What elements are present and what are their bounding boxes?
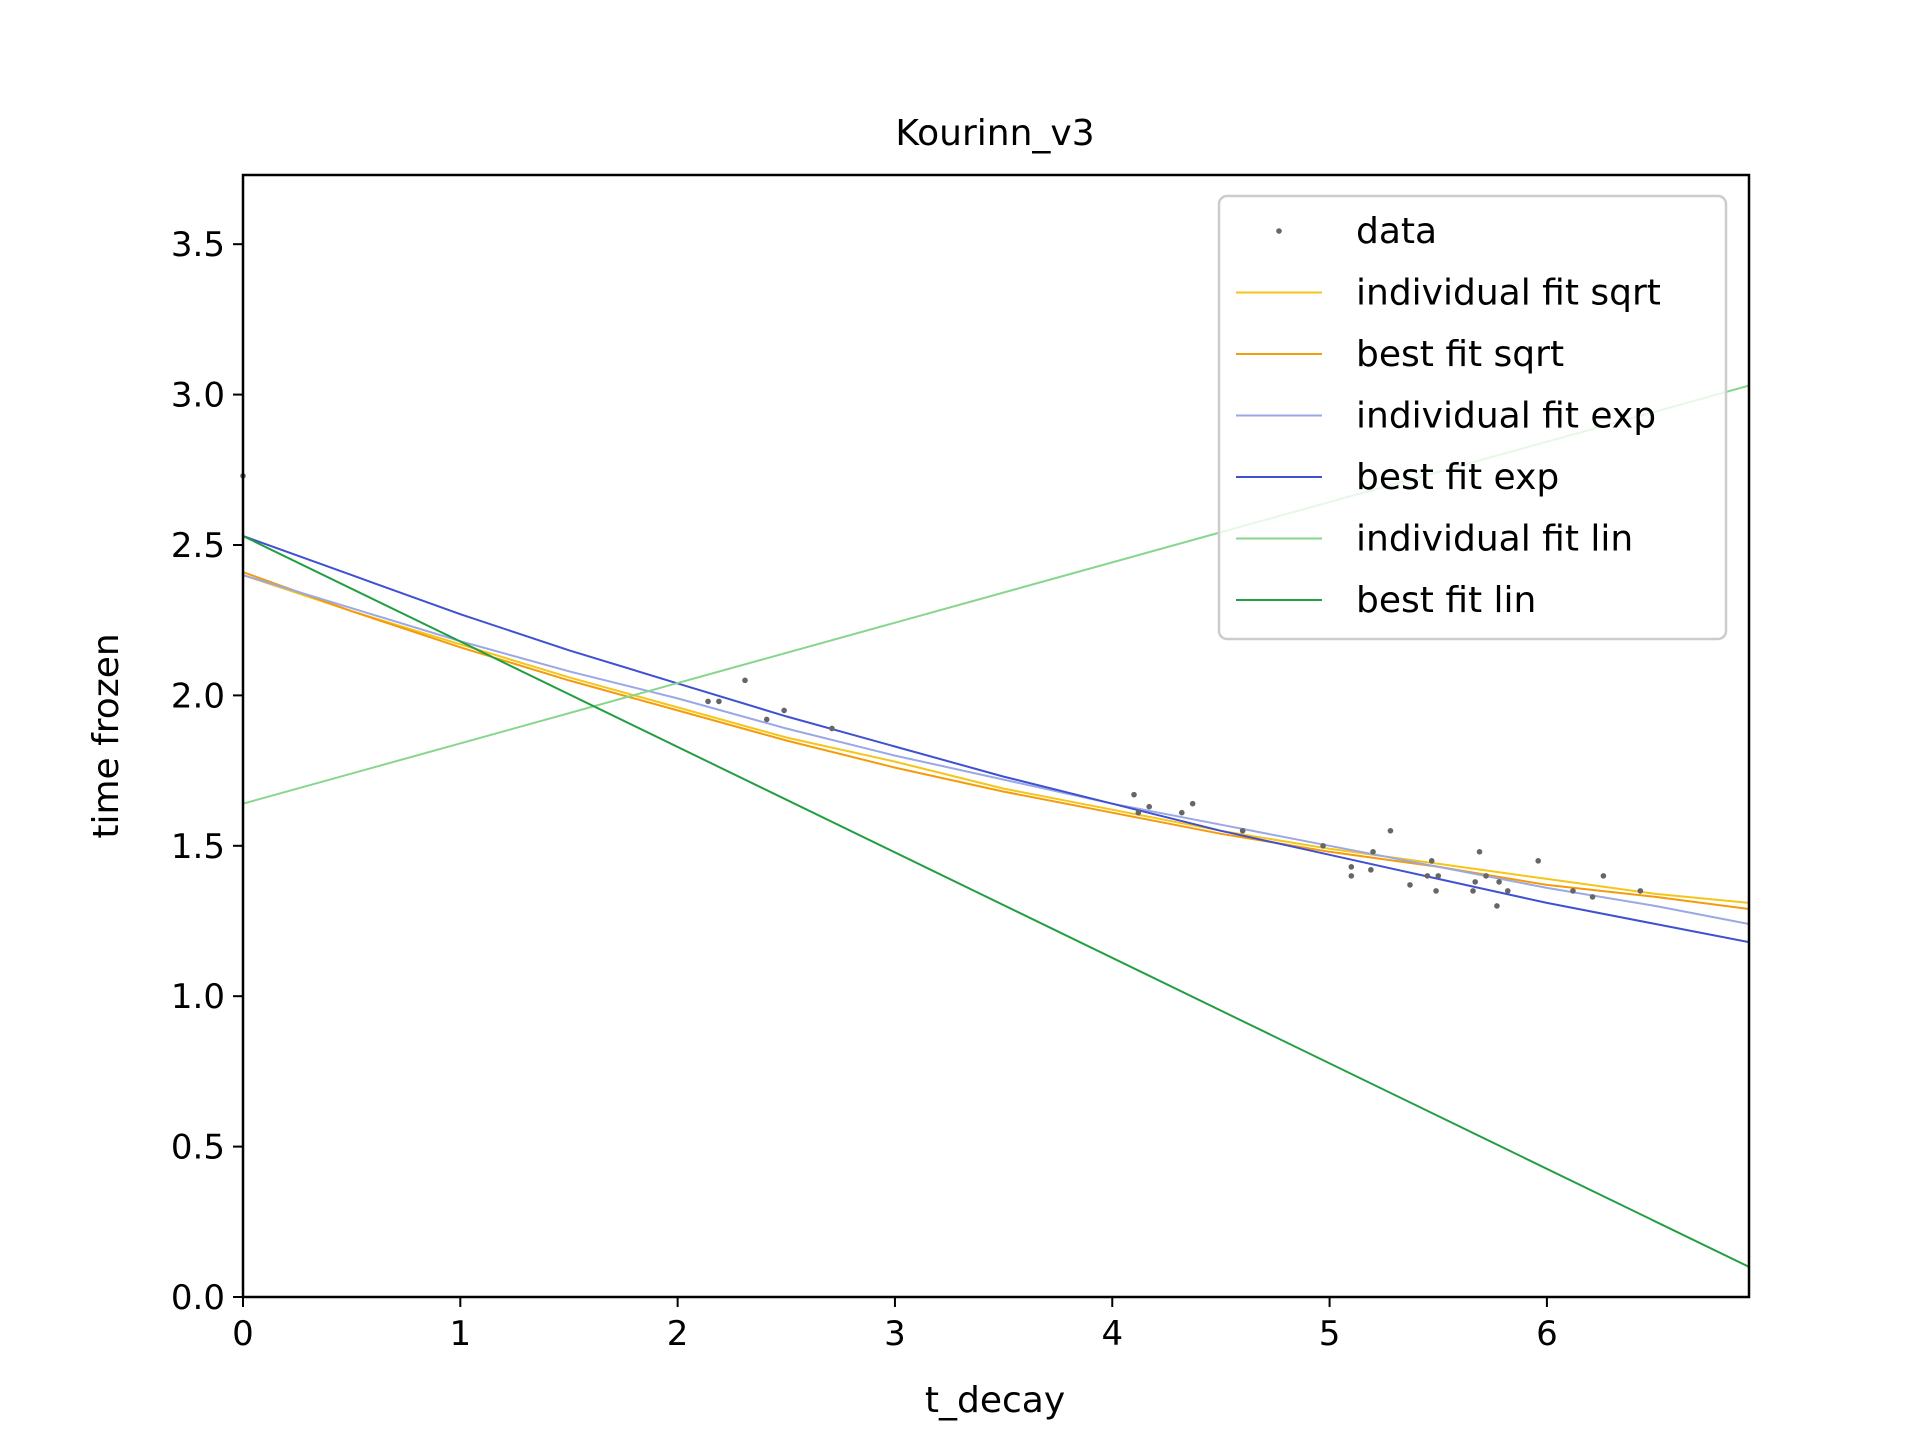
x-tick-label: 3	[884, 1314, 906, 1354]
data-point	[1146, 803, 1153, 810]
data-point	[1433, 888, 1439, 894]
y-tick-label: 0.0	[171, 1278, 225, 1318]
data-point	[1368, 867, 1374, 873]
chart-title: Kourinn_v3	[895, 113, 1094, 154]
data-point	[1494, 903, 1500, 909]
data-points	[240, 473, 1644, 909]
x-tick-label: 2	[667, 1314, 689, 1354]
y-tick-label: 3.0	[171, 376, 225, 416]
legend-label: best fit exp	[1356, 457, 1559, 498]
plot-area	[240, 173, 1751, 1299]
data-point	[1428, 858, 1435, 864]
legend-label: individual fit sqrt	[1356, 273, 1661, 314]
series-line-individual-fit-sqrt	[243, 574, 1749, 904]
data-point	[829, 725, 835, 732]
plot-frame	[241, 173, 1751, 1299]
data-point	[1637, 888, 1644, 894]
y-tick-label: 1.0	[171, 977, 225, 1017]
legend-label: individual fit exp	[1356, 396, 1656, 437]
series-line-best-fit-exp	[243, 535, 1749, 944]
y-tick-label: 2.0	[171, 676, 225, 716]
data-point	[1348, 864, 1355, 870]
data-point	[1407, 882, 1413, 888]
y-tick-label: 3.5	[171, 225, 225, 265]
data-point	[1179, 809, 1185, 816]
series-layer	[243, 384, 1749, 1268]
data-point	[742, 677, 748, 684]
data-point	[716, 698, 722, 705]
y-tick-label: 2.5	[171, 526, 225, 566]
data-point	[1239, 827, 1246, 834]
legend-box	[1217, 194, 1728, 641]
data-point	[1320, 842, 1326, 849]
data-point	[1600, 873, 1607, 879]
data-point	[1370, 849, 1376, 855]
y-tick-label: 1.5	[171, 827, 225, 867]
legend-label: best fit lin	[1356, 580, 1536, 621]
x-tick-label: 6	[1536, 1314, 1558, 1354]
legend-label: individual fit lin	[1356, 519, 1633, 560]
x-tick-label: 0	[232, 1314, 254, 1354]
data-point	[1189, 800, 1196, 807]
x-tick-label: 1	[449, 1314, 471, 1354]
data-point	[1589, 894, 1596, 900]
legend-label: best fit sqrt	[1356, 334, 1564, 375]
data-point	[781, 707, 787, 714]
series-line-best-fit-lin	[243, 535, 1749, 1268]
y-axis: 0.0 0.5 1.0 1.5 2.0 2.5 3.0 3.5	[171, 225, 243, 1318]
y-axis-label: time frozen	[86, 633, 127, 838]
legend-label: data	[1356, 211, 1437, 252]
data-point	[1135, 809, 1142, 816]
data-point	[1424, 873, 1431, 879]
x-tick-label: 4	[1101, 1314, 1123, 1354]
data-point	[763, 716, 770, 723]
data-point	[1387, 827, 1394, 834]
x-tick-label: 5	[1319, 1314, 1341, 1354]
data-point	[1470, 888, 1476, 894]
legend: data individual fit sqrt best fit sqrt indi…	[1217, 194, 1728, 641]
y-tick-label: 0.5	[171, 1128, 225, 1168]
data-point	[705, 698, 711, 705]
data-point	[1535, 858, 1542, 864]
x-axis: 0 1 2 3 4 5 6	[232, 1297, 1558, 1354]
data-point	[1472, 879, 1478, 885]
data-point	[1348, 873, 1355, 879]
data-point	[1483, 873, 1489, 879]
data-point	[1496, 879, 1502, 885]
data-point	[1476, 849, 1483, 855]
data-point	[1504, 888, 1511, 894]
legend-marker-data	[1276, 228, 1282, 234]
data-point	[1570, 888, 1576, 894]
data-point	[1435, 873, 1442, 879]
series-line-individual-fit-exp	[243, 574, 1749, 925]
data-point	[1131, 791, 1137, 798]
x-axis-label: t_decay	[925, 1380, 1065, 1421]
